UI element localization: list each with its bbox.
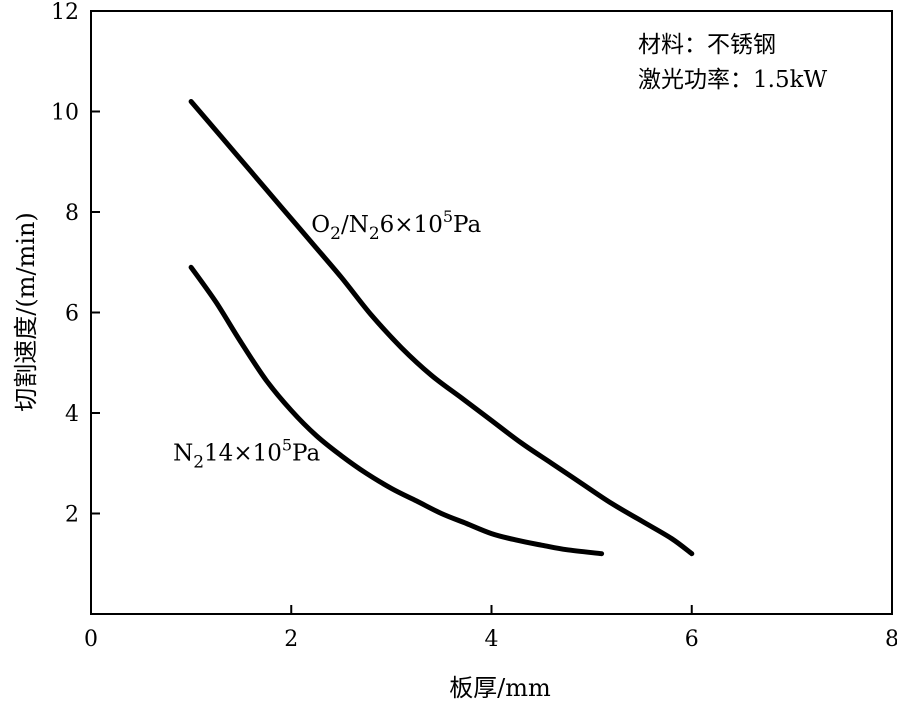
series-labels: O2/N26×105Pa N214×105Pa: [173, 207, 481, 473]
annotation-laser-power: 激光功率：1.5kW: [638, 67, 828, 93]
x-tick-label: 0: [84, 627, 98, 652]
plot-frame: [90, 10, 893, 615]
y-tick-label: 4: [65, 402, 79, 427]
y-tick-label: 6: [65, 302, 79, 327]
x-tick-label: 6: [685, 627, 699, 652]
axis-tick-labels: 0 2 4 6 8 2 4 6 8 10 12: [51, 0, 897, 652]
series-label-2: N214×105Pa: [173, 436, 320, 473]
series-line-2: [188, 264, 605, 557]
series-label-1: O2/N26×105Pa: [311, 207, 481, 244]
annotation-material: 材料：不锈钢: [638, 32, 776, 58]
x-tick-label: 2: [284, 627, 298, 652]
y-tick-label: 2: [65, 503, 79, 528]
x-axis-title: 板厚/mm: [449, 674, 551, 702]
y-tick-label: 12: [51, 0, 79, 25]
y-axis-title: 切割速度/(m/min): [12, 212, 40, 412]
y-tick-label: 8: [65, 201, 79, 226]
x-tick-label: 4: [485, 627, 499, 652]
series-line-1: [188, 99, 695, 557]
y-tick-label: 10: [51, 101, 79, 126]
axis-ticks: [90, 10, 893, 614]
x-tick-label: 8: [885, 627, 897, 652]
series-lines: [188, 99, 695, 557]
